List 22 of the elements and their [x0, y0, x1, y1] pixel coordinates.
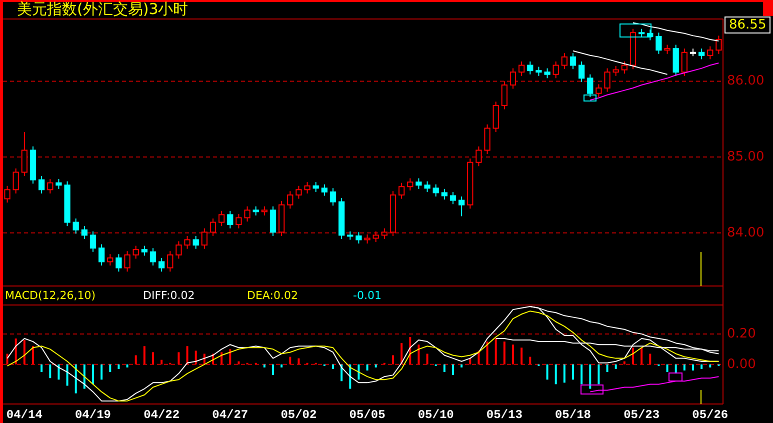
x-tick-label: 04/14 — [6, 408, 42, 422]
text: 86.55 — [729, 18, 766, 32]
y-tick-label: 0.00 — [727, 356, 756, 372]
y-tick-label: 85.00 — [727, 150, 764, 165]
x-tick-label: 05/10 — [418, 408, 454, 422]
x-tick-label: 05/13 — [486, 408, 522, 422]
text: DIFF:0.02 — [143, 289, 195, 302]
x-tick-label: 05/05 — [349, 408, 386, 422]
x-tick-label: 04/27 — [212, 408, 248, 422]
text: DEA:0.02 — [247, 289, 298, 302]
chart-title: 美元指数(外汇交易)3小时 — [17, 0, 188, 18]
y-tick-label: 86.00 — [727, 74, 764, 89]
x-tick-label: 05/23 — [624, 408, 660, 422]
x-tick-label: 05/26 — [692, 408, 728, 422]
x-tick-label: 04/22 — [144, 408, 180, 422]
chart-title: MACD(12,26,10) — [5, 289, 96, 302]
x-tick-label: 05/18 — [554, 408, 592, 422]
x-tick-label: 04/19 — [74, 408, 112, 422]
y-tick-label: 0.20 — [727, 326, 756, 342]
x-tick-label: 05/02 — [280, 408, 317, 422]
y-tick-label: 84.00 — [727, 225, 764, 240]
text: -0.01 — [353, 289, 382, 302]
